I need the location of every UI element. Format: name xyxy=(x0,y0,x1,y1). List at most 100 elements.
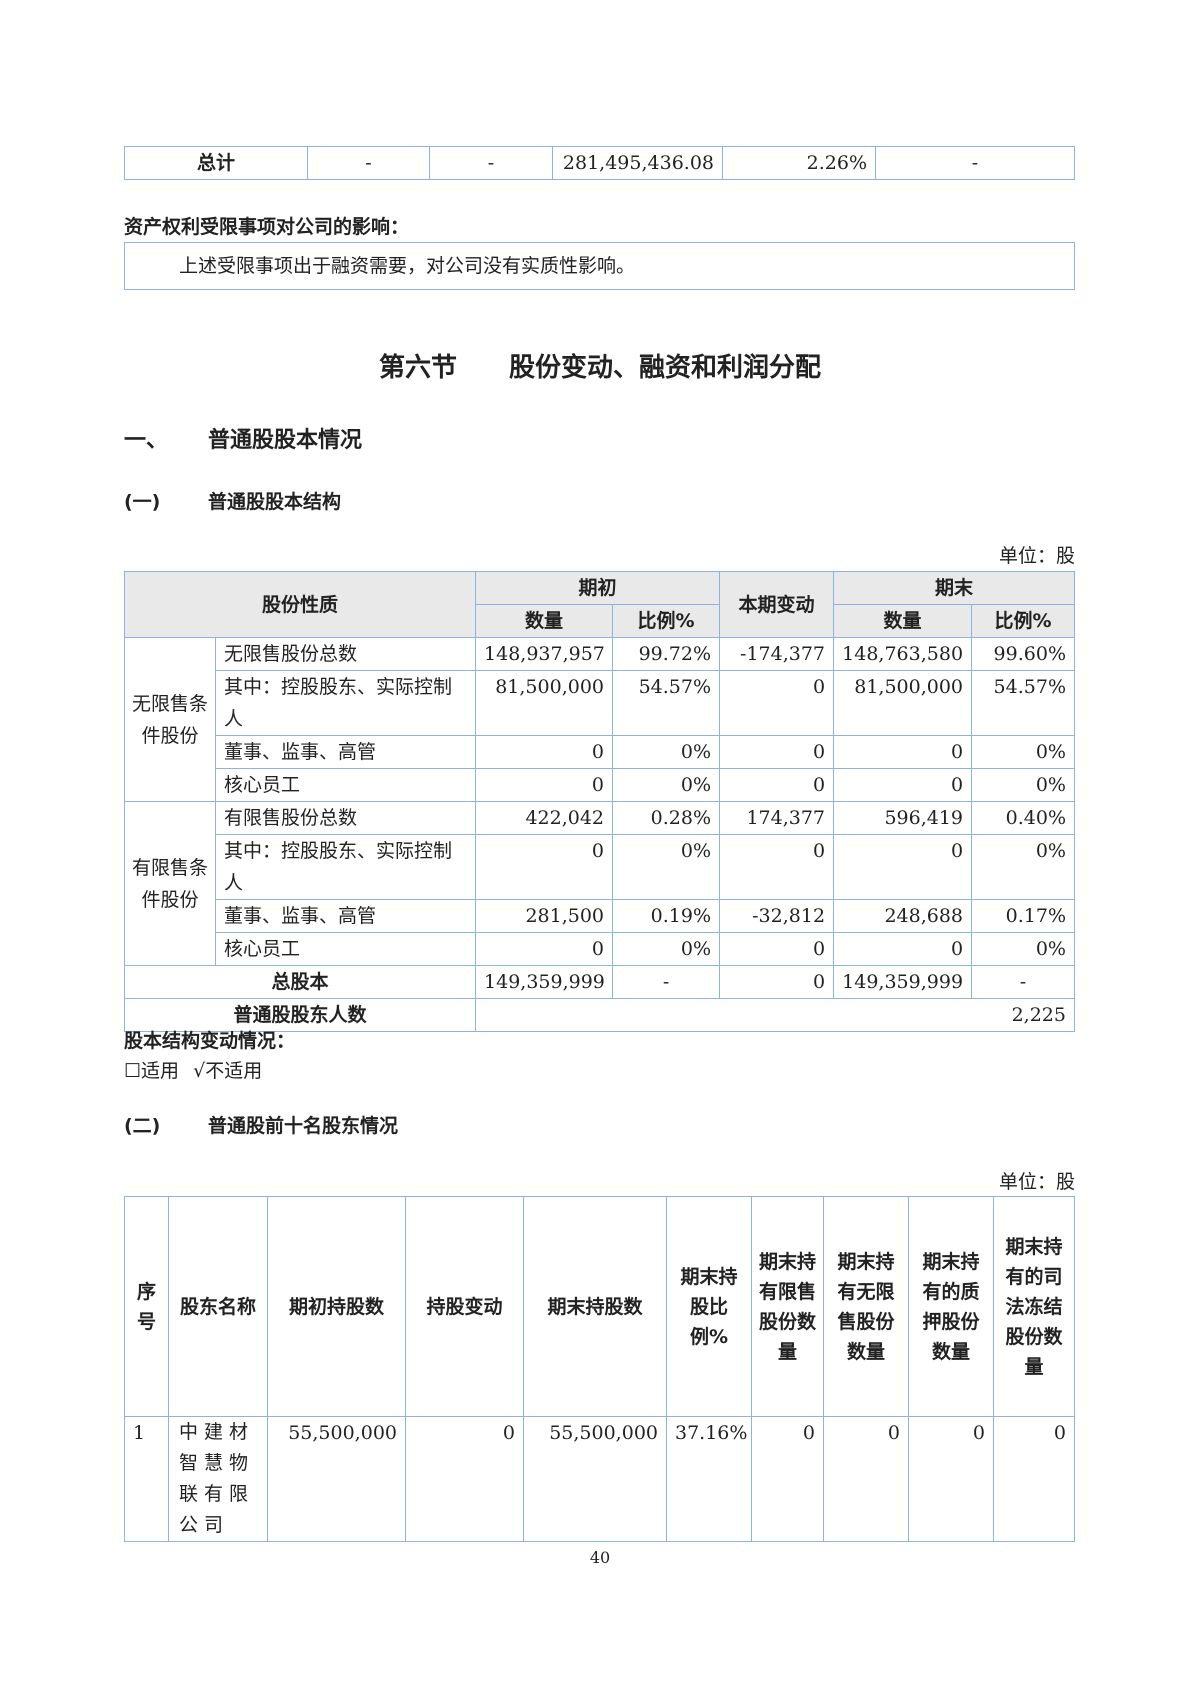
total-shares-label: 总股本 xyxy=(123,965,477,999)
holders-count-label: 普通股股东人数 xyxy=(123,998,477,1032)
header-end: 期末 xyxy=(833,571,1075,605)
header-begin-qty: 数量 xyxy=(475,604,614,638)
total-cell: - xyxy=(307,146,430,180)
cell-b-ratio: 0% xyxy=(612,735,721,769)
restricted-assets-total-table: 总计 - - 281,495,436.08 2.26% - xyxy=(124,146,1075,180)
row-item: 核心员工 xyxy=(214,932,477,966)
option-applicable: ☐适用 xyxy=(124,1060,180,1082)
cell-e-ratio: 0% xyxy=(971,735,1075,769)
row-item: 董事、监事、高管 xyxy=(214,899,477,933)
cell: 1 xyxy=(124,1416,169,1542)
cell-e-ratio: 0% xyxy=(971,932,1075,966)
option-not-applicable: √不适用 xyxy=(193,1060,263,1082)
table-row: 核心员工 0 0% 0 0 0% xyxy=(125,932,1075,966)
table-row: 其中：控股股东、实际控制人 81,500,000 54.57% 0 81,500,000… xyxy=(125,670,1075,736)
table-row: 董事、监事、高管 0 0% 0 0 0% xyxy=(125,735,1075,769)
cell-b-ratio: 0% xyxy=(612,834,721,900)
column-header: 期末持有的司法冻结股份数量 xyxy=(993,1196,1075,1417)
cell-b-qty: 422,042 xyxy=(475,801,614,835)
total-change: 0 xyxy=(719,965,835,999)
impact-heading: 资产权利受限事项对公司的影响： xyxy=(124,216,410,238)
total-begin-qty: 149,359,999 xyxy=(475,965,614,999)
header-begin: 期初 xyxy=(475,571,721,605)
column-header: 持股变动 xyxy=(405,1196,524,1417)
row-item: 核心员工 xyxy=(214,768,477,802)
cell-b-ratio: 99.72% xyxy=(612,637,721,671)
total-cell: - xyxy=(875,146,1075,180)
total-begin-ratio: - xyxy=(612,965,721,999)
header-end-qty: 数量 xyxy=(833,604,973,638)
cell-e-qty: 248,688 xyxy=(833,899,973,933)
change-note-heading: 股本结构变动情况： xyxy=(124,1030,296,1052)
cell: 0 xyxy=(751,1416,824,1542)
cell-b-qty: 0 xyxy=(475,735,614,769)
unit-label: 单位：股 xyxy=(998,545,1075,567)
sub2-number: (二) xyxy=(124,1115,161,1137)
unit-label-2: 单位：股 xyxy=(998,1171,1075,1193)
cell-e-qty: 0 xyxy=(833,768,973,802)
cell-change: 0 xyxy=(719,768,835,802)
table-row: 有限售条件股份 有限售股份总数 422,042 0.28% 174,377 596,419… xyxy=(124,801,1075,966)
page-number: 40 xyxy=(589,1548,611,1567)
cell-e-qty: 81,500,000 xyxy=(833,670,973,736)
cell: 0 xyxy=(908,1416,994,1542)
share-structure-table: 股份性质 期初 本期变动 期末 数量 比例% 数量 比例% 无限售条件股份 无限售… xyxy=(123,571,1075,1032)
cell: 55,500,000 xyxy=(523,1416,667,1542)
cell-b-qty: 148,937,957 xyxy=(475,637,614,671)
cell-change: 0 xyxy=(719,932,835,966)
shareholder-name: 中建材智慧物联有限公司 xyxy=(168,1416,268,1542)
part1-title: 普通股股本情况 xyxy=(208,428,363,453)
header-change: 本期变动 xyxy=(719,571,835,638)
cell-e-ratio: 0.17% xyxy=(971,899,1075,933)
cell-b-qty: 0 xyxy=(475,834,614,900)
cell-e-ratio: 0% xyxy=(971,834,1075,900)
column-header: 序号 xyxy=(124,1196,169,1417)
total-end-ratio: - xyxy=(971,965,1075,999)
column-header: 期初持股数 xyxy=(267,1196,406,1417)
cell-change: 0 xyxy=(719,670,835,736)
change-note-options: ☐适用 √不适用 xyxy=(124,1056,262,1083)
cell-b-qty: 0 xyxy=(475,932,614,966)
cell-e-ratio: 99.60% xyxy=(971,637,1075,671)
table-row: 其中：控股股东、实际控制人 0 0% 0 0 0% xyxy=(125,834,1075,900)
row-item: 其中：控股股东、实际控制人 xyxy=(214,670,477,736)
row-item: 无限售股份总数 xyxy=(214,637,477,671)
total-cell: - xyxy=(429,146,553,180)
column-header: 期末持有的质押股份数量 xyxy=(908,1196,994,1417)
cell: 0 xyxy=(993,1416,1075,1542)
cell-e-qty: 0 xyxy=(833,735,973,769)
cell: 0 xyxy=(823,1416,909,1542)
cell-b-ratio: 0% xyxy=(612,768,721,802)
sub2-title: 普通股前十名股东情况 xyxy=(208,1115,399,1137)
sub1-title: 普通股股本结构 xyxy=(208,491,342,513)
group-label: 有限售条件股份 xyxy=(124,801,216,966)
header-begin-ratio: 比例% xyxy=(612,604,721,638)
cell-b-qty: 0 xyxy=(475,768,614,802)
table-row: 无限售条件股份 无限售股份总数 148,937,957 99.72% -174,377 1… xyxy=(124,637,1075,802)
column-header: 期末持有无限售股份数量 xyxy=(823,1196,909,1417)
cell-change: -32,812 xyxy=(719,899,835,933)
cell-e-ratio: 0% xyxy=(971,768,1075,802)
cell-change: 0 xyxy=(719,735,835,769)
cell-change: 0 xyxy=(719,834,835,900)
impact-box: 上述受限事项出于融资需要，对公司没有实质性影响。 xyxy=(124,242,1075,290)
cell-b-ratio: 54.57% xyxy=(612,670,721,736)
cell-e-ratio: 54.57% xyxy=(971,670,1075,736)
cell-change: -174,377 xyxy=(719,637,835,671)
header-nature: 股份性质 xyxy=(123,571,477,638)
table-row: 董事、监事、高管 281,500 0.19% -32,812 248,688 0.17% xyxy=(125,899,1075,933)
part1-number: 一、 xyxy=(124,428,169,453)
column-header: 期末持股比例% xyxy=(666,1196,752,1417)
table-row: 核心员工 0 0% 0 0 0% xyxy=(125,768,1075,802)
row-item: 有限售股份总数 xyxy=(214,801,477,835)
column-header: 期末持股数 xyxy=(523,1196,667,1417)
row-item: 董事、监事、高管 xyxy=(214,735,477,769)
holders-count-value: 2,225 xyxy=(475,998,1075,1032)
cell: 55,500,000 xyxy=(267,1416,406,1542)
top10-shareholders-table: 序号 股东名称 期初持股数 持股变动 期末持股数 期末持股比例% 期末持有限售股份数量 期末持… xyxy=(124,1196,1075,1542)
group-label: 无限售条件股份 xyxy=(124,637,216,802)
total-label: 总计 xyxy=(124,146,308,180)
table-row: 1 中建材智慧物联有限公司 55,500,000 0 55,500,000 37.16% 0… xyxy=(124,1416,1075,1542)
cell-b-ratio: 0% xyxy=(612,932,721,966)
total-amount: 281,495,436.08 xyxy=(552,146,723,180)
